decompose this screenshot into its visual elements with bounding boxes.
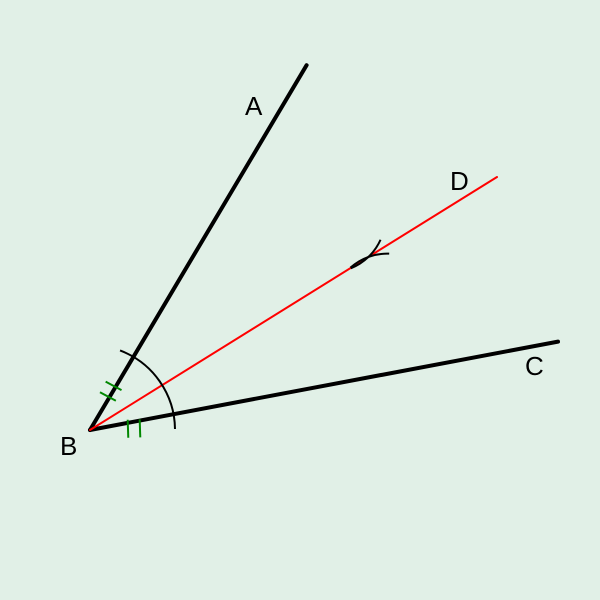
label-B: B xyxy=(60,431,77,461)
angle-tick xyxy=(128,420,129,438)
label-A: A xyxy=(245,91,263,121)
label-D: D xyxy=(450,166,469,196)
angle-bisector-diagram: B A C D xyxy=(0,0,600,600)
angle-tick xyxy=(140,419,141,437)
ray-BA xyxy=(90,65,307,430)
label-C: C xyxy=(525,351,544,381)
